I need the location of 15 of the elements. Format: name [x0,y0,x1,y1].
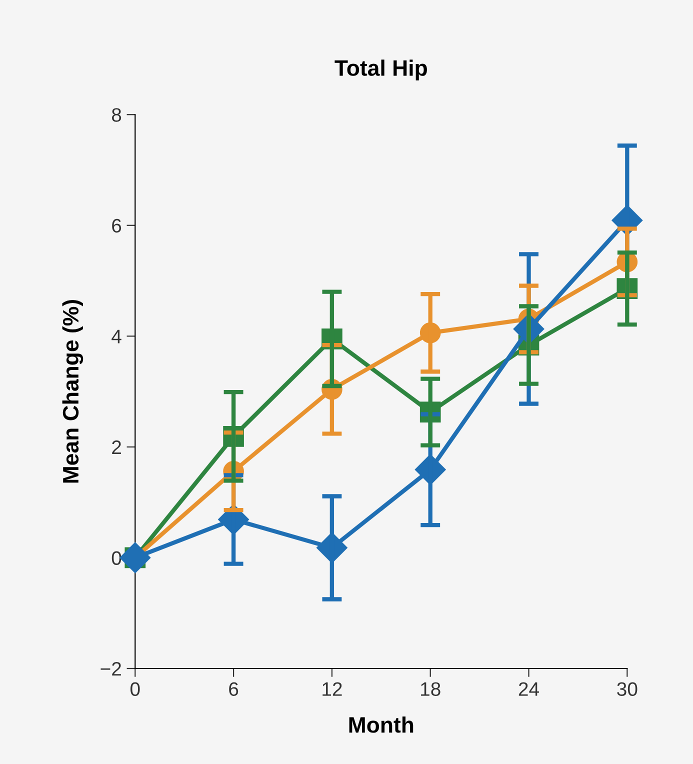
y-tick-label: −2 [100,662,121,676]
x-tick-label: 24 [518,682,540,696]
chart-title: Total Hip [334,60,427,80]
x-tick-label: 30 [617,682,638,696]
x-tick-label: 12 [322,682,342,696]
x-axis-title: Month [349,716,414,733]
x-tick-label: 0 [130,682,140,696]
y-tick-label: 8 [112,108,122,122]
y-tick-label: 0 [112,551,122,565]
x-tick-label: 18 [421,682,440,696]
x-tick-label: 6 [229,682,238,696]
y-tick-label: 2 [112,440,121,454]
y-tick-label: 4 [112,330,122,344]
y-axis-title: Mean Change (%) [62,300,84,483]
y-tick-label: 6 [112,218,122,233]
